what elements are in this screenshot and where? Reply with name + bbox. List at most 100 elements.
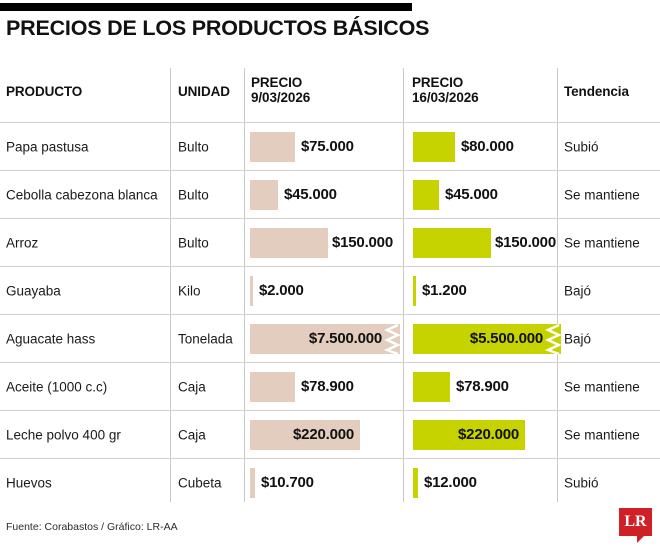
product-name: Aguacate hass — [6, 331, 96, 346]
price-bar-actual — [413, 179, 439, 210]
price-cell-actual: $150.000 — [413, 227, 556, 258]
column-header-unidad: UNIDAD — [178, 84, 230, 99]
product-name: Cebolla cabezona blanca — [6, 187, 158, 202]
price-bar-anterior — [250, 275, 253, 306]
price-cell-anterior: $78.900 — [250, 371, 354, 402]
column-header-precio-actual-label: PRECIO — [412, 75, 464, 90]
price-value: $150.000 — [495, 233, 556, 251]
table-row: Aguacate hass Tonelada $7.500.000 $5.500.00… — [0, 314, 660, 362]
column-header-precio-anterior: PRECIO 9/03/2026 — [251, 75, 310, 105]
table-row: Aceite (1000 c.c) Caja $78.900 $78.900 Se ma… — [0, 362, 660, 410]
trend-label: Subió — [564, 475, 599, 490]
price-cell-actual: $5.500.000 — [413, 323, 561, 354]
source-note: Fuente: Corabastos / Gráfico: LR-AA — [6, 521, 178, 533]
table-header-row: PRODUCTO UNIDAD PRECIO 9/03/2026 PRECIO … — [0, 62, 660, 122]
price-cell-anterior: $10.700 — [250, 467, 314, 498]
price-bar-actual: $5.500.000 — [413, 323, 561, 354]
price-cell-anterior: $2.000 — [250, 275, 304, 306]
column-divider-unidad — [170, 68, 171, 502]
column-divider-tendencia — [557, 68, 558, 502]
price-bar-anterior — [250, 227, 328, 258]
trend-label: Subió — [564, 139, 599, 154]
price-value: $78.900 — [301, 377, 354, 395]
price-value: $45.000 — [284, 185, 337, 203]
table-body: Papa pastusa Bulto $75.000 $80.000 Subió Cebo… — [0, 122, 660, 506]
column-header-producto: PRODUCTO — [6, 84, 83, 99]
lr-logo-box — [619, 508, 652, 536]
price-cell-anterior: $45.000 — [250, 179, 337, 210]
column-header-precio-anterior-label: PRECIO — [251, 75, 303, 90]
price-table: PRODUCTO UNIDAD PRECIO 9/03/2026 PRECIO … — [0, 62, 660, 502]
table-row: Leche polvo 400 gr Caja $220.000 $220.000 Se… — [0, 410, 660, 458]
truncation-zigzag-icon — [545, 323, 561, 354]
truncation-zigzag-icon — [384, 323, 400, 354]
price-bar-anterior: $220.000 — [250, 419, 360, 450]
price-bar-anterior — [250, 467, 255, 498]
price-value: $75.000 — [301, 137, 354, 155]
table-row: Huevos Cubeta $10.700 $12.000 Subió — [0, 458, 660, 506]
product-name: Leche polvo 400 gr — [6, 427, 121, 442]
column-header-precio-anterior-date: 9/03/2026 — [251, 90, 311, 105]
table-row: Guayaba Kilo $2.000 $1.200 Bajó — [0, 266, 660, 314]
price-value: $150.000 — [332, 233, 393, 251]
product-name: Huevos — [6, 475, 52, 490]
product-unit: Cubeta — [178, 475, 222, 490]
price-value: $12.000 — [424, 473, 477, 491]
lr-logo-text: LR — [624, 513, 647, 530]
price-value: $5.500.000 — [469, 329, 543, 347]
trend-label: Se mantiene — [564, 379, 640, 394]
price-value: $10.700 — [261, 473, 314, 491]
price-value: $220.000 — [458, 425, 519, 443]
price-bar-actual — [413, 131, 455, 162]
price-bar-anterior — [250, 131, 295, 162]
price-bar-actual: $220.000 — [413, 419, 525, 450]
price-bar-actual — [413, 275, 416, 306]
product-unit: Bulto — [178, 139, 209, 154]
product-unit: Bulto — [178, 235, 209, 250]
price-value: $1.200 — [422, 281, 467, 299]
product-name: Guayaba — [6, 283, 61, 298]
price-value: $45.000 — [445, 185, 498, 203]
table-row: Cebolla cabezona blanca Bulto $45.000 $45.0… — [0, 170, 660, 218]
price-value: $80.000 — [461, 137, 514, 155]
product-unit: Caja — [178, 379, 206, 394]
trend-label: Bajó — [564, 331, 592, 346]
column-header-precio-actual-date: 16/03/2026 — [412, 90, 479, 105]
price-cell-anterior: $150.000 — [250, 227, 393, 258]
price-bar-actual — [413, 227, 491, 258]
lr-logo: LR — [619, 508, 652, 543]
price-cell-actual: $45.000 — [413, 179, 498, 210]
trend-label: Se mantiene — [564, 187, 640, 202]
product-unit: Kilo — [178, 283, 201, 298]
product-unit: Caja — [178, 427, 206, 442]
table-row: Papa pastusa Bulto $75.000 $80.000 Subió — [0, 122, 660, 170]
price-cell-anterior: $75.000 — [250, 131, 354, 162]
price-value: $2.000 — [259, 281, 304, 299]
price-value: $220.000 — [293, 425, 354, 443]
price-cell-actual: $12.000 — [413, 467, 477, 498]
price-bar-actual — [413, 467, 418, 498]
price-value: $7.500.000 — [308, 329, 382, 347]
product-name: Papa pastusa — [6, 139, 89, 154]
table-row: Arroz Bulto $150.000 $150.000 Se mantiene — [0, 218, 660, 266]
price-cell-actual: $220.000 — [413, 419, 525, 450]
trend-label: Se mantiene — [564, 427, 640, 442]
product-unit: Bulto — [178, 187, 209, 202]
product-name: Arroz — [6, 235, 39, 250]
top-rule — [0, 3, 412, 11]
lr-logo-tail — [637, 536, 644, 543]
page-title: PRECIOS DE LOS PRODUCTOS BÁSICOS — [6, 16, 430, 40]
product-unit: Tonelada — [178, 331, 233, 346]
price-bar-anterior — [250, 371, 295, 402]
trend-label: Bajó — [564, 283, 592, 298]
price-bar-actual — [413, 371, 450, 402]
price-bar-anterior: $7.500.000 — [250, 323, 400, 354]
price-cell-actual: $1.200 — [413, 275, 467, 306]
trend-label: Se mantiene — [564, 235, 640, 250]
product-name: Aceite (1000 c.c) — [6, 379, 108, 394]
price-value: $78.900 — [456, 377, 509, 395]
price-cell-anterior: $220.000 — [250, 419, 360, 450]
price-cell-actual: $78.900 — [413, 371, 509, 402]
price-cell-anterior: $7.500.000 — [250, 323, 400, 354]
